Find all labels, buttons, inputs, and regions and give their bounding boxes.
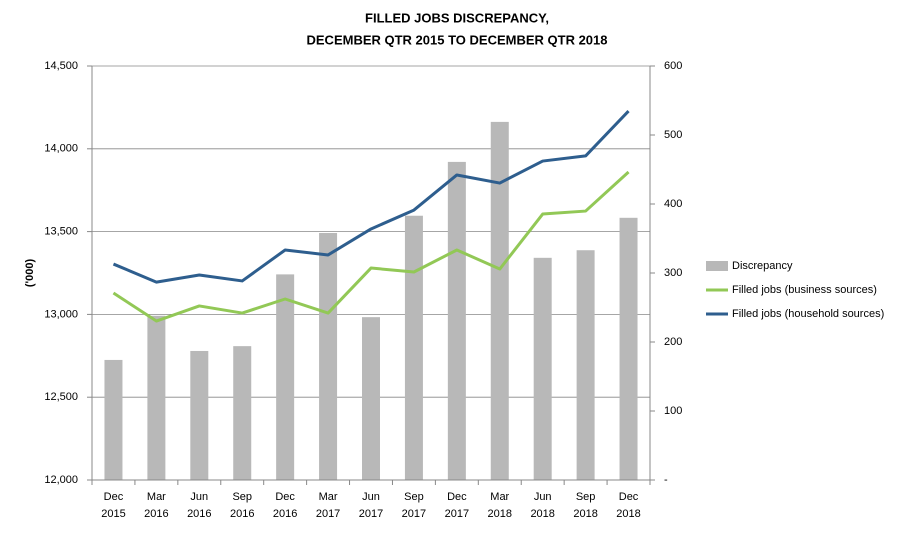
x-tick-label: Mar	[490, 491, 509, 503]
y-tick-label: 12,500	[44, 391, 78, 403]
x-tick-label: 2017	[316, 508, 340, 520]
y-tick-label: 14,500	[44, 60, 78, 72]
y2-tick-label: 200	[664, 336, 682, 348]
x-tick-label: 2016	[187, 508, 211, 520]
legend-label: Discrepancy	[732, 260, 793, 272]
y2-tick-label: 400	[664, 198, 682, 210]
x-tick-label: 2015	[101, 508, 125, 520]
bar	[147, 315, 166, 480]
x-tick-label: 2018	[573, 508, 597, 520]
legend-swatch	[706, 261, 728, 271]
x-tick-label: 2017	[359, 508, 383, 520]
bar	[362, 317, 380, 480]
bar	[447, 161, 466, 480]
bar	[404, 215, 423, 481]
y-tick-label: 13,500	[44, 226, 78, 238]
bar	[619, 217, 638, 481]
line	[112, 170, 630, 323]
y2-tick-label: 600	[664, 60, 682, 72]
bar	[576, 250, 595, 480]
x-tick-label: 2016	[230, 508, 254, 520]
x-tick-label: 2016	[144, 508, 168, 520]
y2-tick-label: -	[664, 474, 668, 486]
y2-tick-label: 500	[664, 129, 682, 141]
bar	[190, 350, 209, 480]
y-tick-label: 13,000	[44, 308, 78, 320]
y2-tick-label: 300	[664, 267, 682, 279]
x-tick-label: Dec	[619, 491, 639, 503]
x-tick-label: Dec	[104, 491, 124, 503]
bar	[533, 257, 552, 480]
x-tick-label: 2016	[273, 508, 297, 520]
x-tick-label: Sep	[576, 491, 596, 503]
x-tick-label: Sep	[404, 491, 424, 503]
bar	[276, 274, 295, 480]
x-tick-label: 2018	[488, 508, 512, 520]
x-tick-label: 2017	[402, 508, 426, 520]
y2-tick-label: 100	[664, 405, 682, 417]
bar	[319, 232, 338, 480]
line	[112, 110, 630, 284]
chart-title: FILLED JOBS DISCREPANCY,	[365, 10, 549, 25]
x-tick-label: Dec	[447, 491, 467, 503]
chart-title: DECEMBER QTR 2015 TO DECEMBER QTR 2018	[307, 32, 608, 47]
bar	[233, 346, 252, 480]
x-tick-label: Jun	[190, 491, 208, 503]
x-tick-label: 2018	[530, 508, 554, 520]
y-axis-label: ('000)	[24, 259, 36, 288]
legend-label: Filled jobs (business sources)	[732, 284, 877, 296]
legend-label: Filled jobs (household sources)	[732, 308, 884, 320]
x-tick-label: Sep	[232, 491, 252, 503]
x-tick-label: Jun	[534, 491, 552, 503]
x-tick-label: Mar	[147, 491, 166, 503]
x-tick-label: 2018	[616, 508, 640, 520]
x-tick-label: Jun	[362, 491, 380, 503]
y-tick-label: 14,000	[44, 143, 78, 155]
x-tick-label: Dec	[275, 491, 295, 503]
bar	[490, 121, 509, 480]
y-tick-label: 12,000	[44, 474, 78, 486]
x-tick-label: 2017	[445, 508, 469, 520]
x-tick-label: Mar	[319, 491, 338, 503]
bar	[104, 359, 123, 480]
